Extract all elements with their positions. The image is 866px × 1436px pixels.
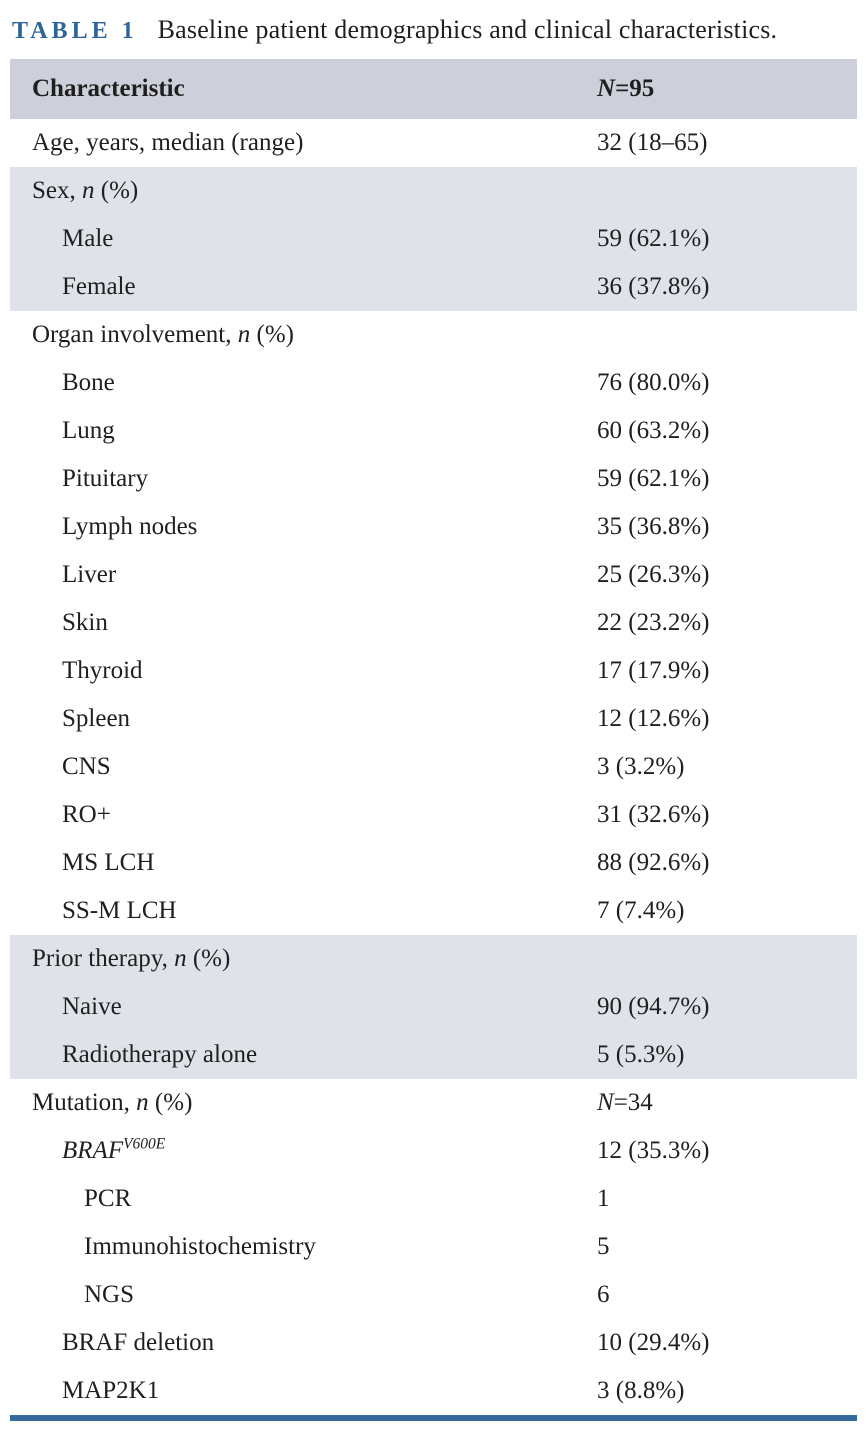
table-row: Mutation, n (%) N=34 (10, 1079, 857, 1127)
table-row: Organ involvement, n (%) (10, 311, 857, 359)
row-value: N=34 (597, 1089, 653, 1116)
table-row: BRAF deletion 10 (29.4%) (10, 1319, 857, 1367)
row-label: PCR (84, 1185, 132, 1212)
table-caption: Baseline patient demographics and clinic… (157, 15, 778, 44)
table-row: Lymph nodes 35 (36.8%) (10, 503, 857, 551)
table-row: Thyroid 17 (17.9%) (10, 647, 857, 695)
table-row: MAP2K1 3 (8.8%) (10, 1367, 857, 1415)
table-row: NGS 6 (10, 1271, 857, 1319)
row-value: 12 (35.3%) (597, 1137, 710, 1164)
row-value: 76 (80.0%) (597, 369, 710, 396)
row-label: Female (62, 273, 136, 300)
row-value: 59 (62.1%) (597, 465, 710, 492)
row-label: Skin (62, 609, 108, 636)
table-body: Age, years, median (range) 32 (18–65) Sex,… (10, 119, 857, 1415)
table-row: Naive 90 (94.7%) (10, 983, 857, 1031)
row-label: Naive (62, 993, 122, 1020)
row-value: 60 (63.2%) (597, 417, 710, 444)
row-value: 36 (37.8%) (597, 273, 710, 300)
table-row: Lung 60 (63.2%) (10, 407, 857, 455)
row-label: Radiotherapy alone (62, 1041, 258, 1068)
row-label: MS LCH (62, 849, 155, 876)
table-row: Skin 22 (23.2%) (10, 599, 857, 647)
row-value: 3 (8.8%) (597, 1377, 685, 1404)
row-value: 3 (3.2%) (597, 753, 685, 780)
row-label: MAP2K1 (62, 1377, 160, 1404)
table-row: Immunohistochemistry 5 (10, 1223, 857, 1271)
row-label: Organ involvement, n (%) (32, 321, 294, 348)
table-header-row: Characteristic N=95 (10, 59, 857, 119)
table-row: Spleen 12 (12.6%) (10, 695, 857, 743)
row-label: Spleen (62, 705, 131, 732)
row-value: 31 (32.6%) (597, 801, 710, 828)
row-label: BRAFV600E (62, 1135, 166, 1164)
row-label: Age, years, median (range) (32, 129, 304, 156)
header-n-value: N=95 (597, 75, 655, 102)
row-value: 5 (597, 1233, 610, 1260)
row-label: Sex, n (%) (32, 177, 139, 204)
row-value: 35 (36.8%) (597, 513, 710, 540)
row-label: Thyroid (62, 657, 143, 684)
row-value: 12 (12.6%) (597, 705, 710, 732)
row-label: Liver (62, 561, 117, 588)
table-row: Bone 76 (80.0%) (10, 359, 857, 407)
row-value: 7 (7.4%) (597, 897, 685, 924)
table-title: TABLE 1 Baseline patient demographics an… (0, 10, 866, 47)
row-label: CNS (62, 753, 111, 780)
row-value: 59 (62.1%) (597, 225, 710, 252)
table-row: Male 59 (62.1%) (10, 215, 857, 263)
row-label: Mutation, n (%) (32, 1089, 193, 1116)
row-label: BRAF deletion (62, 1329, 215, 1356)
row-label: Lymph nodes (62, 513, 198, 540)
row-value: 5 (5.3%) (597, 1041, 685, 1068)
row-value: 88 (92.6%) (597, 849, 710, 876)
header-characteristic: Characteristic (32, 75, 185, 102)
row-label: Lung (62, 417, 115, 444)
row-value: 6 (597, 1281, 610, 1308)
row-label: NGS (84, 1281, 135, 1308)
table-row: Age, years, median (range) 32 (18–65) (10, 119, 857, 167)
row-label: Male (62, 225, 114, 252)
table-row: SS-M LCH 7 (7.4%) (10, 887, 857, 935)
table-row: BRAFV600E 12 (35.3%) (10, 1127, 857, 1175)
table-row: Pituitary 59 (62.1%) (10, 455, 857, 503)
row-value: 32 (18–65) (597, 129, 708, 156)
row-value: 90 (94.7%) (597, 993, 710, 1020)
row-label: SS-M LCH (62, 897, 177, 924)
table-row: PCR 1 (10, 1175, 857, 1223)
row-label: Prior therapy, n (%) (32, 945, 231, 972)
table-row: Prior therapy, n (%) (10, 935, 857, 983)
row-value: 25 (26.3%) (597, 561, 710, 588)
row-label: Immunohistochemistry (84, 1233, 316, 1260)
row-label: Pituitary (62, 465, 149, 492)
table-row: Sex, n (%) (10, 167, 857, 215)
table-row: RO+ 31 (32.6%) (10, 791, 857, 839)
table-number-label: TABLE 1 (12, 18, 138, 44)
row-value: 10 (29.4%) (597, 1329, 710, 1356)
row-value: 1 (597, 1185, 610, 1212)
row-label: Bone (62, 369, 115, 396)
table-row: Liver 25 (26.3%) (10, 551, 857, 599)
demographics-table: Characteristic N=95 Age, years, median (… (10, 59, 857, 1421)
table-row: Radiotherapy alone 5 (5.3%) (10, 1031, 857, 1079)
table-row: Female 36 (37.8%) (10, 263, 857, 311)
row-label: RO+ (62, 801, 111, 828)
row-value: 22 (23.2%) (597, 609, 710, 636)
row-value: 17 (17.9%) (597, 657, 710, 684)
table-row: CNS 3 (3.2%) (10, 743, 857, 791)
table-row: MS LCH 88 (92.6%) (10, 839, 857, 887)
